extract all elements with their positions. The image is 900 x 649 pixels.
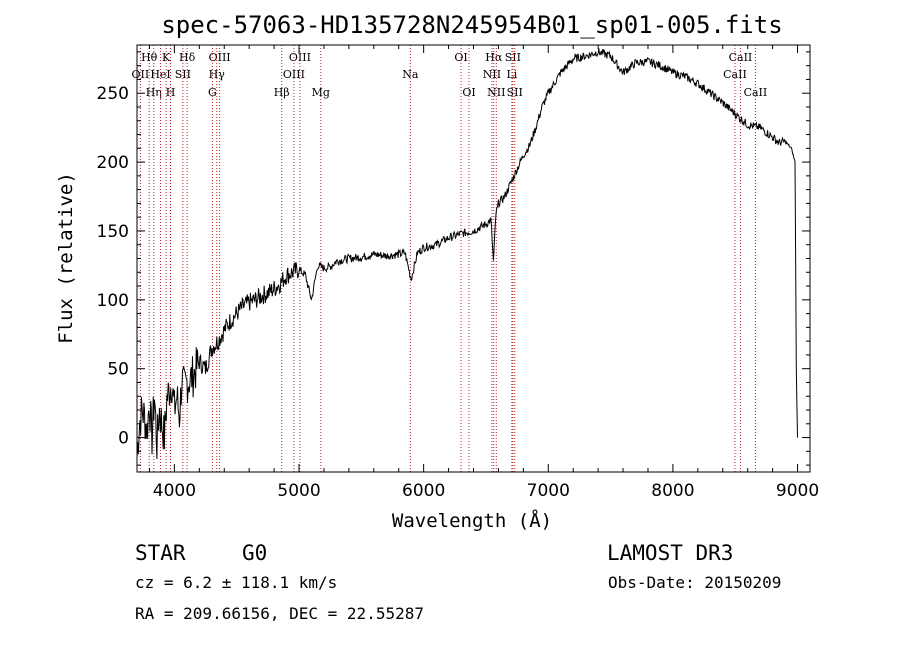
line-marker-label-4: K [162, 51, 171, 64]
line-marker-label-15: Na [402, 68, 419, 81]
chart-title: spec-57063-HD135728N245954B01_sp01-005.f… [161, 11, 782, 39]
line-marker-label-0: Hθ [141, 51, 158, 64]
line-marker-label-13: OIII [283, 68, 305, 81]
x-tick-label-0: 4000 [153, 481, 196, 501]
line-marker-label-25: CaII [723, 68, 747, 81]
x-tick-label-2: 6000 [402, 481, 445, 501]
spectrum-line [136, 48, 798, 460]
redshift-cz: cz = 6.2 ± 118.1 km/s [135, 573, 337, 592]
line-marker-label-19: NII [483, 68, 501, 81]
line-marker-label-3: HeI [150, 68, 170, 81]
line-marker-label-17: OI [462, 86, 475, 99]
y-tick-label-4: 200 [97, 153, 129, 173]
line-marker-label-7: Hδ [179, 51, 196, 64]
line-marker-label-12: OIII [289, 51, 311, 64]
line-marker-label-16: OI [454, 51, 467, 64]
spectral-subclass: G0 [242, 541, 267, 565]
line-marker-label-18: Hα [485, 51, 503, 64]
line-marker-label-9: Hγ [209, 68, 226, 81]
y-axis-ticks: 0 50 100 150 200 250 [97, 51, 810, 466]
ra-dec-coords: RA = 209.66156, DEC = 22.55287 [135, 604, 424, 623]
x-tick-label-1: 5000 [277, 481, 320, 501]
y-tick-label-3: 150 [97, 222, 129, 242]
x-tick-label-5: 9000 [776, 481, 819, 501]
y-tick-label-1: 50 [107, 360, 129, 380]
x-axis-label: Wavelength (Å) [392, 509, 552, 532]
line-marker-label-21: SII [505, 51, 521, 64]
line-marker-label-8: OIII [209, 51, 231, 64]
line-marker-label-24: CaII [729, 51, 753, 64]
object-type: STAR [135, 541, 186, 565]
line-markers: Hθ OII Hη HeI K SII H Hδ OIII Hγ G Hβ OIII OIII Mg Na OI… [132, 45, 768, 472]
y-tick-label-5: 250 [97, 84, 129, 104]
survey-name: LAMOST DR3 [607, 541, 733, 565]
x-axis-ticks: 4000 5000 6000 7000 8000 9000 [148, 45, 819, 501]
line-marker-label-5: SII [175, 68, 191, 81]
line-marker-label-2: Hη [146, 86, 162, 99]
line-marker-label-1: OII [132, 68, 150, 81]
x-tick-label-3: 7000 [527, 481, 570, 501]
y-axis-label: Flux (relative) [55, 172, 77, 344]
plot-frame [136, 44, 811, 473]
y-tick-label-2: 100 [97, 291, 129, 311]
y-tick-label-0: 0 [118, 429, 129, 449]
line-marker-label-14: Mg [312, 86, 330, 99]
line-marker-label-22: Li [506, 68, 517, 81]
spectrum-series [136, 48, 798, 460]
obs-date: Obs-Date: 20150209 [608, 573, 781, 592]
x-tick-label-4: 8000 [651, 481, 694, 501]
line-marker-label-20: NII [487, 86, 505, 99]
line-marker-label-6: H [166, 86, 176, 99]
line-marker-label-26: CaII [744, 86, 768, 99]
line-marker-label-23: SII [507, 86, 523, 99]
line-marker-label-10: G [208, 86, 217, 99]
line-marker-label-11: Hβ [274, 86, 290, 99]
